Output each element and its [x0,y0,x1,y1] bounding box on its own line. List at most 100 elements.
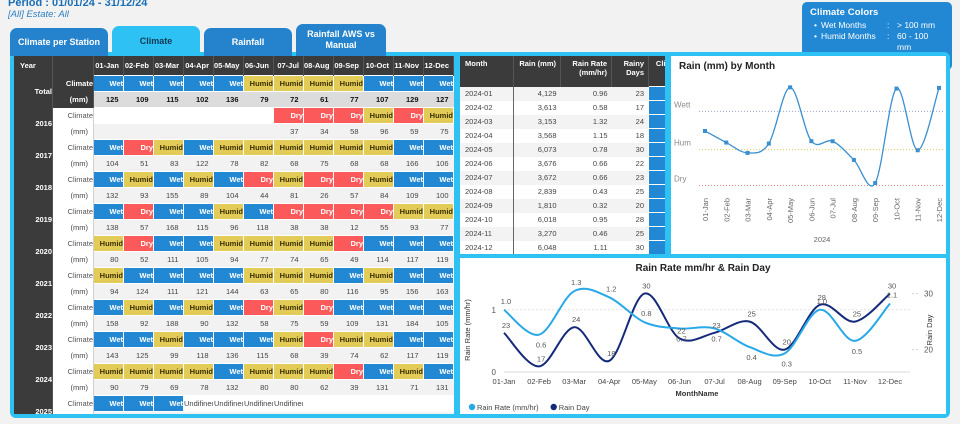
row-year-label: 2021 [14,267,53,300]
climate-cell: Wet [93,139,124,156]
report-header: Period : 01/01/24 - 31/12/24 [All] Estat… [8,0,428,21]
y-axis-tick-label: 1 [492,306,497,315]
col-month-9: 09-Sep [333,56,364,76]
table-row-total: Total Climate Wet Wet Wet Wet Wet Humid Humid Hum… [14,75,454,108]
report-period: Period : 01/01/24 - 31/12/24 [8,0,148,9]
mm-cell: 77 [333,91,364,108]
col-month: Month [460,56,514,87]
tab-rainfall[interactable]: Rainfall [204,28,292,56]
mm-cell: 79 [243,91,274,108]
reference-line-label: Wett [674,100,691,109]
climate-cell: Wet [363,75,394,92]
cell-month: 2024-05 [460,142,514,157]
mm-cell: 78 [183,379,214,396]
tab-rainfall-aws-vs-manual[interactable]: Rainfall AWS vs Manual [296,24,386,56]
climate-cell: Humid [243,235,274,252]
mm-cell: 82 [243,155,274,172]
data-point [937,85,941,90]
rain-by-month-chart[interactable]: Wett Hum Dry 01-Jan 02-Feb 03-Mar 04-Apr 05-May… [671,72,946,252]
row-type-label: (mm) [52,347,94,364]
mm-cell: 77 [243,251,274,268]
cell-rainy-days: 20 [611,198,649,213]
x-axis-tick-label: 07-Jul [704,377,725,386]
cell-climate: Wet [648,156,665,171]
cell-rain-rate: 0.66 [560,156,612,171]
mm-cell: 129 [393,91,424,108]
data-label: 1.0 [501,297,511,306]
mm-cell: 38 [303,219,334,236]
climate-cell: Wet [123,75,154,92]
cell-month: 2024-04 [460,128,514,143]
x-axis-tick-label: 12-Dec [878,377,902,386]
mm-cell: 118 [243,219,274,236]
row-year-label: 2019 [14,203,53,236]
climate-cell: Dry [273,203,304,220]
climate-matrix-panel[interactable]: Year 01-Jan 02-Feb 03-Mar 04-Apr 05-May 06-Jun… [14,56,454,414]
rain-rate-day-chart-panel[interactable]: Rain Rate mm/hr & Rain Day 1 0 30 20 23 17 24 1… [460,258,946,414]
mm-cell: 75 [423,123,454,140]
cell-month: 2024-08 [460,184,514,199]
col-rain-mm: Rain (mm) [513,56,561,87]
table-row: 2019 Climate Wet Dry Wet Wet Humid Wet Dry Dry Dry… [14,203,454,236]
climate-cell: Wet [423,267,454,284]
climate-cell: Humid [213,235,244,252]
cell-rain: 3,153 [513,114,561,129]
mm-cell: 96 [213,219,244,236]
cell-rain: 6,073 [513,142,561,157]
climate-cell: Dry [303,203,334,220]
climate-cell: Wet [423,299,454,316]
row-type-label: Climate [52,75,94,92]
mm-cell: 95 [363,283,394,300]
mm-cell: 58 [243,315,274,332]
data-label: 0.7 [676,334,686,343]
climate-cell: Humid [333,331,364,348]
table-row: 2022 Climate Wet Humid Wet Humid Wet Dry Humid Dr… [14,299,454,332]
climate-cell: Wet [213,331,244,348]
table-row-mm: (mm) 132 93 155 89 104 44 81 26 57 84 109 100 [14,187,454,204]
rain-rate-day-chart[interactable]: 1 0 30 20 23 17 24 18 30 22 23 25 20 28 25 30 1.0 0.6 1.3 1… [460,274,946,414]
mm-cell: 68 [273,347,304,364]
mm-cell: 136 [213,91,244,108]
x-axis-tick-label: 02-Feb [527,377,551,386]
data-point [724,140,729,145]
tab-climate[interactable]: Climate [112,26,200,56]
climate-cell: Humid [93,363,124,380]
climate-cell: Humid [363,171,394,188]
data-label: 1.1 [887,291,897,300]
mm-cell: 96 [363,123,394,140]
cell-climate: Wet [648,142,665,157]
mm-cell [303,411,334,414]
x-axis-tick-label: 11-Nov [914,198,923,222]
data-label: 25 [853,310,861,319]
table-row-total-mm: (mm) 125 109 115 102 136 79 72 61 77 107 129 127 [14,91,454,108]
x-axis-tick-label: 06-Jun [807,198,816,221]
tab-climate-per-station[interactable]: Climate per Station [10,28,108,56]
data-label: 28 [818,293,826,302]
mm-cell: 115 [243,347,274,364]
climate-cell: Wet [423,235,454,252]
cell-climate: Wet [648,212,665,227]
data-label: 20 [783,338,791,347]
climate-cell: Wet [153,235,184,252]
legend-label: Wet Months [821,20,867,30]
mm-cell: 111 [153,283,184,300]
table-row: 2021 Climate Humid Wet Wet Wet Wet Humid Humid Hu… [14,267,454,300]
mm-cell: 74 [333,347,364,364]
mm-cell: 122 [183,155,214,172]
col-climate: Climate [648,56,665,87]
mm-cell [183,411,214,414]
climate-cell: Wet [153,171,184,188]
climate-cell: Wet [393,75,424,92]
climate-cell: Humid [333,139,364,156]
cell-rain-rate: 0.43 [560,184,612,199]
table-row: 2025 Climate Wet Wet Wet Undifined Undifined Un… [14,395,454,414]
climate-cell: Humid [393,203,424,220]
table-row: 2018 Climate Wet Humid Wet Humid Wet Dry Humid Dr… [14,171,454,204]
mm-cell: 105 [183,251,214,268]
rain-by-month-chart-panel[interactable]: Rain (mm) by Month Wett Hum Dry 01-Jan 02-Fe… [671,56,946,254]
monthly-rain-panel[interactable]: Month Rain (mm) Rain Rate (mm/hr) Rainy Day… [460,56,665,254]
